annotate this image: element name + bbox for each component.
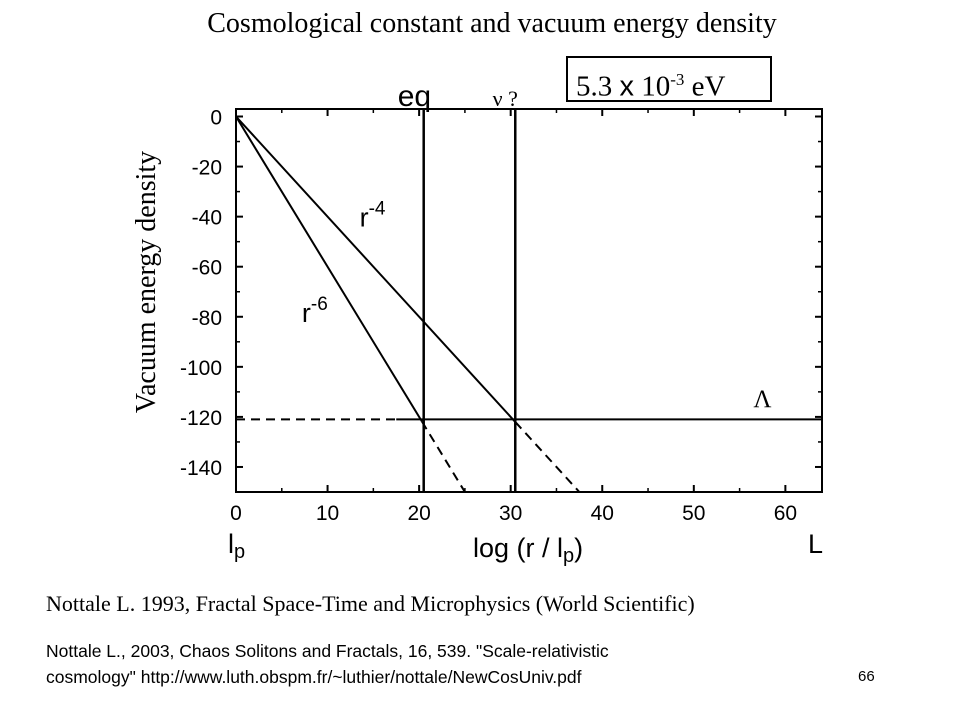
y-tick-label: -80 xyxy=(192,307,222,330)
series-r-4-extension xyxy=(514,421,581,493)
y-tick-label: 0 xyxy=(210,107,222,130)
epoch-label-nu: ν ? xyxy=(493,86,518,111)
energy-mantissa: 5.3 xyxy=(576,70,613,103)
x-tick-label: 10 xyxy=(316,502,339,525)
reference-1: Nottale L. 1993, Fractal Space-Time and … xyxy=(46,591,695,616)
energy-base: 10 xyxy=(641,70,671,103)
x-axis-label: log (r / lp) xyxy=(473,533,583,567)
curve-label-r4: r-4 xyxy=(360,199,386,233)
y-tick-label: -60 xyxy=(192,257,222,280)
y-tick-label: -120 xyxy=(180,407,222,430)
x-tick-label: 40 xyxy=(591,502,614,525)
series-r-4-line xyxy=(235,115,517,423)
y-tick-label: -100 xyxy=(180,357,222,380)
x-axis-left-end-label: lp xyxy=(228,529,245,563)
y-tick-label: -140 xyxy=(180,457,222,480)
epoch-label-eq: eq xyxy=(398,80,431,113)
x-tick-label: 20 xyxy=(407,502,430,525)
energy-unit: eV xyxy=(691,70,726,103)
series-r-6-extension xyxy=(421,420,466,493)
curve-label-lambda: Λ xyxy=(753,386,771,413)
energy-times: x xyxy=(619,70,635,103)
y-tick-label: -20 xyxy=(192,157,222,180)
y-tick-label: -40 xyxy=(192,207,222,230)
reference-2-line-1: Nottale L., 2003, Chaos Solitons and Fra… xyxy=(46,641,609,661)
slide-title: Cosmological constant and vacuum energy … xyxy=(207,8,777,39)
y-axis-label: Vacuum energy density xyxy=(131,151,162,413)
curve-label-r6: r-6 xyxy=(302,294,328,328)
plot-frame xyxy=(235,108,823,493)
x-tick-label: 30 xyxy=(499,502,522,525)
energy-exponent: -3 xyxy=(670,70,685,89)
x-tick-label: 60 xyxy=(774,502,797,525)
reference-2-line-2: cosmology" http://www.luth.obspm.fr/~lut… xyxy=(46,667,582,687)
x-tick-label: 50 xyxy=(682,502,705,525)
energy-scale-box: 5.3 x 10-3 eV xyxy=(566,56,772,103)
series-r-6-line xyxy=(235,115,423,422)
x-axis-right-end-label: L xyxy=(808,529,823,559)
reference-2: Nottale L., 2003, Chaos Solitons and Fra… xyxy=(46,638,609,690)
page-number: 66 xyxy=(858,668,875,685)
x-tick-label: 0 xyxy=(230,502,242,525)
